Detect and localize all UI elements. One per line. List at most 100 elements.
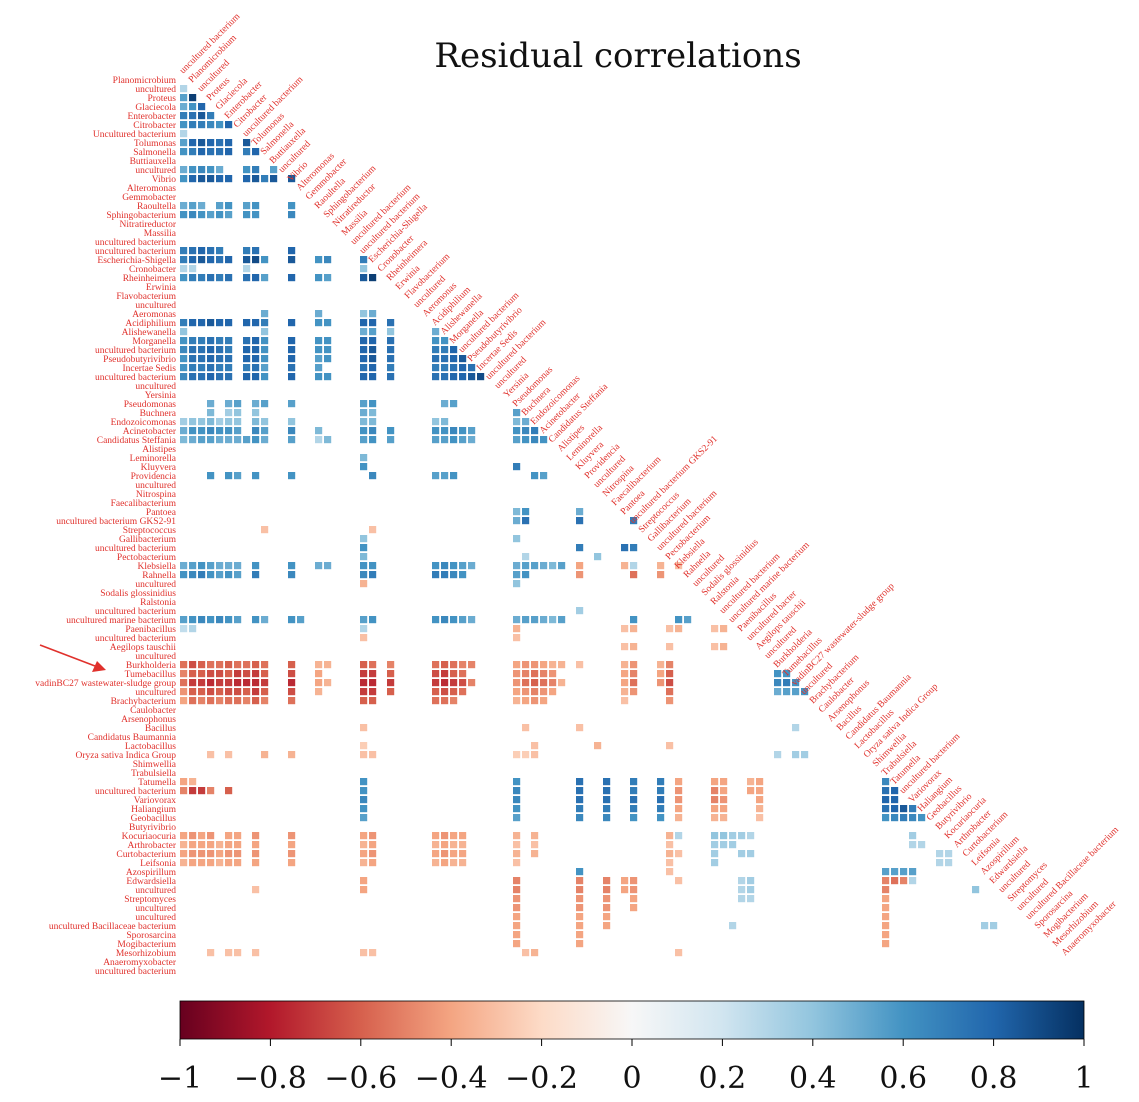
heatmap-cell bbox=[189, 688, 197, 696]
heatmap-cell bbox=[882, 922, 890, 930]
heatmap-cell bbox=[711, 859, 719, 867]
row-label: Mogibacterium bbox=[117, 940, 176, 950]
heatmap-cell bbox=[261, 679, 269, 687]
heatmap-cell bbox=[252, 166, 260, 174]
heatmap-cell bbox=[459, 571, 467, 579]
heatmap-cell bbox=[252, 148, 260, 156]
heatmap-cell bbox=[198, 859, 206, 867]
row-label: uncultured bbox=[135, 652, 176, 662]
row-label: Vibrio bbox=[152, 175, 176, 185]
heatmap-cell bbox=[630, 886, 638, 894]
heatmap-cell bbox=[675, 949, 683, 957]
heatmap-cell bbox=[576, 778, 584, 786]
heatmap-cell bbox=[432, 355, 440, 363]
heatmap-cell bbox=[441, 364, 449, 372]
heatmap-cell bbox=[189, 571, 197, 579]
row-label: uncultured bacterium bbox=[95, 967, 177, 977]
heatmap-cell bbox=[531, 742, 539, 750]
heatmap-cell bbox=[315, 319, 323, 327]
heatmap-cell bbox=[324, 346, 332, 354]
heatmap-cell bbox=[207, 409, 215, 417]
heatmap-cell bbox=[180, 139, 188, 147]
heatmap-cell bbox=[315, 661, 323, 669]
heatmap-cell bbox=[603, 814, 611, 822]
heatmap-cell bbox=[936, 859, 944, 867]
row-label: Anaeromyxobacter bbox=[103, 958, 177, 968]
row-label: Pantoea bbox=[146, 508, 177, 518]
heatmap-cell bbox=[360, 859, 368, 867]
heatmap-cell bbox=[513, 940, 521, 948]
heatmap-cell bbox=[513, 517, 521, 525]
row-label: Salmonella bbox=[133, 148, 177, 158]
heatmap-cell bbox=[234, 409, 242, 417]
heatmap-cell bbox=[180, 625, 188, 633]
heatmap-cell bbox=[711, 796, 719, 804]
heatmap-cell bbox=[540, 472, 548, 480]
heatmap-cell bbox=[288, 832, 296, 840]
heatmap-cell bbox=[324, 562, 332, 570]
heatmap-cell bbox=[468, 427, 476, 435]
heatmap-cell bbox=[711, 850, 719, 858]
heatmap-cell bbox=[531, 661, 539, 669]
heatmap-cell bbox=[621, 877, 629, 885]
row-label: uncultured bacterium bbox=[95, 373, 177, 383]
heatmap-cell bbox=[675, 877, 683, 885]
heatmap-cell bbox=[207, 211, 215, 219]
heatmap-cell bbox=[288, 175, 296, 183]
heatmap-cell bbox=[441, 472, 449, 480]
row-label: Alistipes bbox=[142, 445, 176, 455]
row-label: Sporosarcina bbox=[126, 931, 176, 941]
heatmap-cell bbox=[225, 121, 233, 129]
heatmap-cell bbox=[432, 346, 440, 354]
heatmap-cell bbox=[360, 886, 368, 894]
heatmap-cell bbox=[432, 571, 440, 579]
heatmap-cell bbox=[324, 436, 332, 444]
heatmap-cell bbox=[882, 940, 890, 948]
heatmap-cell bbox=[369, 670, 377, 678]
heatmap-cell bbox=[315, 688, 323, 696]
row-label: Klebsiella bbox=[137, 562, 176, 572]
row-label: uncultured bacterium bbox=[95, 787, 177, 797]
heatmap-cell bbox=[243, 346, 251, 354]
heatmap-cell bbox=[666, 859, 674, 867]
heatmap-cell bbox=[792, 724, 800, 732]
heatmap-cell bbox=[243, 319, 251, 327]
colorbar-tick-label: 0 bbox=[622, 1061, 641, 1096]
heatmap-cell bbox=[360, 373, 368, 381]
heatmap-cell bbox=[189, 832, 197, 840]
colorbar bbox=[179, 1000, 1085, 1040]
heatmap-cell bbox=[198, 103, 206, 111]
heatmap-cell bbox=[675, 850, 683, 858]
heatmap-cell bbox=[360, 697, 368, 705]
heatmap-cell bbox=[675, 805, 683, 813]
heatmap-cell bbox=[360, 355, 368, 363]
row-label: uncultured bbox=[135, 481, 176, 491]
heatmap-cell bbox=[882, 904, 890, 912]
heatmap-cell bbox=[180, 778, 188, 786]
heatmap-cell bbox=[315, 256, 323, 264]
heatmap-cell bbox=[945, 859, 953, 867]
heatmap-cell bbox=[432, 436, 440, 444]
heatmap-cell bbox=[288, 373, 296, 381]
heatmap-cell bbox=[207, 139, 215, 147]
heatmap-cell bbox=[630, 544, 638, 552]
heatmap-cell bbox=[189, 166, 197, 174]
heatmap-cell bbox=[621, 679, 629, 687]
heatmap-cell bbox=[621, 886, 629, 894]
heatmap-cell bbox=[261, 418, 269, 426]
heatmap-cell bbox=[189, 121, 197, 129]
heatmap-cell bbox=[432, 841, 440, 849]
heatmap-cell bbox=[720, 643, 728, 651]
heatmap-cell bbox=[747, 877, 755, 885]
heatmap-cell bbox=[198, 121, 206, 129]
row-label: Gemmobacter bbox=[122, 193, 177, 203]
heatmap-cell bbox=[729, 841, 737, 849]
heatmap-cell bbox=[441, 670, 449, 678]
row-label: Curtobacterium bbox=[116, 850, 176, 860]
heatmap-cell bbox=[657, 679, 665, 687]
heatmap-cell bbox=[603, 805, 611, 813]
heatmap-cell bbox=[180, 427, 188, 435]
row-label: Streptomyces bbox=[124, 895, 176, 905]
heatmap-cell bbox=[234, 427, 242, 435]
heatmap-cell bbox=[207, 337, 215, 345]
